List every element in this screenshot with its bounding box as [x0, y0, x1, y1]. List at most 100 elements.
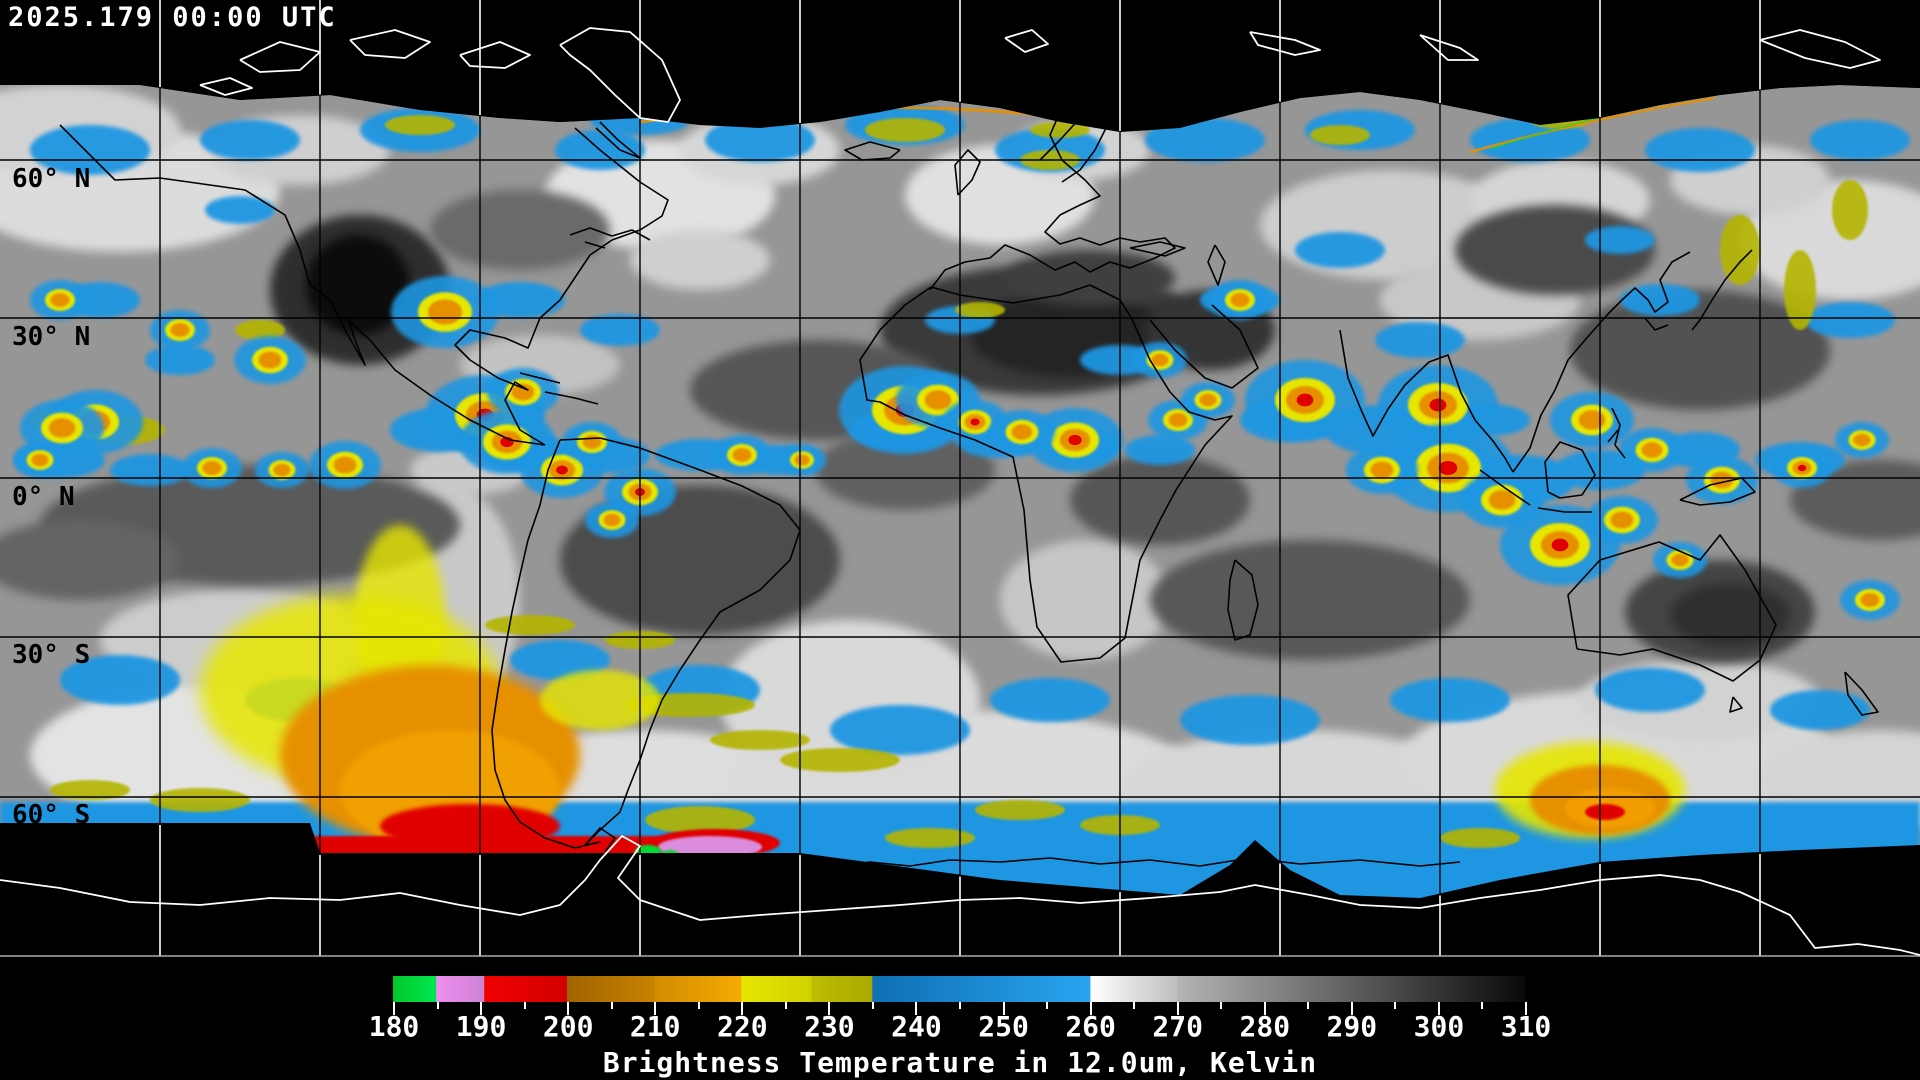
cloud-blue [110, 454, 190, 486]
cloud-blue [1805, 302, 1895, 338]
cloud-yellow-olive [385, 115, 455, 135]
map-shape [924, 390, 952, 410]
colorbar-minor-tick [1394, 1002, 1397, 1009]
map-shape [1853, 433, 1871, 447]
colorbar-tick-label: 270 [1152, 1010, 1203, 1043]
coastline [1039, 99, 1111, 183]
coastline-polar [199, 29, 531, 96]
map-shape [258, 351, 282, 369]
cloud-blue [1295, 232, 1385, 268]
colorbar-tick-label: 280 [1239, 1010, 1291, 1043]
map-shape [1199, 393, 1217, 407]
map-shape [170, 323, 190, 337]
colorbar-tick-label: 180 [368, 1010, 420, 1043]
colorbar [393, 976, 1527, 1002]
coastline [595, 121, 641, 159]
cloud-yellow-olive [1832, 180, 1868, 240]
coastline [569, 227, 651, 249]
land-gray-dark [1005, 250, 1175, 306]
map-shape [1585, 804, 1625, 820]
cloud-blue [1595, 668, 1705, 712]
map-shape [1151, 353, 1169, 367]
timestamp-label: 2025.179 00:00 UTC [8, 2, 337, 33]
colorbar-major-tick [1002, 1002, 1005, 1015]
map-shape [1578, 410, 1606, 430]
cloud-yellow-olive [150, 788, 250, 812]
coastline [844, 141, 981, 196]
cloud-blue [1585, 226, 1655, 254]
latitude-label: 30° N [12, 322, 90, 352]
cloud-blue [200, 120, 300, 160]
cloud-gray-light [630, 230, 770, 290]
map-shape [427, 299, 463, 325]
world-brightness-temperature-map: 60° N 30° N 0° N 30° S 60° S [0, 0, 1920, 957]
land-gray-dark [430, 190, 610, 270]
map-shape [1230, 293, 1250, 307]
colorbar-minor-tick [1133, 1002, 1136, 1009]
land-gray-dark [0, 520, 180, 600]
latitude-label: 30° S [12, 640, 90, 670]
land-gray-dark [306, 235, 410, 335]
colorbar-major-tick [1525, 1002, 1527, 1015]
land-gray-dark [1070, 455, 1250, 545]
colorbar-tick-label: 240 [891, 1010, 942, 1043]
cloud-blue [145, 345, 215, 375]
cloud-blue [1375, 322, 1465, 358]
cloud-yellow-olive [885, 828, 975, 848]
colorbar-major-tick [393, 1002, 395, 1015]
map-shape [732, 448, 752, 462]
map-shape [556, 465, 568, 475]
map-shape [273, 463, 291, 477]
coastline [1512, 251, 1691, 473]
cloud-blue [580, 314, 660, 346]
coastline [859, 284, 1233, 663]
cloud-blue [1770, 690, 1870, 730]
cloud-blue [705, 118, 815, 162]
coastlines-light [0, 27, 1920, 956]
colorbar-tick-label: 290 [1326, 1010, 1378, 1043]
colorbar-major-tick [567, 1002, 570, 1015]
colorbar-major-tick [1176, 1002, 1179, 1015]
cloud-blue [510, 640, 610, 680]
latitude-labels: 60° N 30° N 0° N 30° S 60° S [12, 164, 90, 830]
map-shape [1469, 96, 1716, 154]
map-shape [540, 670, 660, 730]
cloud-yellow-olive [1310, 125, 1370, 145]
colorbar-major-tick [741, 1002, 744, 1015]
colorbar-tick-label: 200 [542, 1010, 594, 1043]
coastline [929, 99, 1176, 291]
cloud-gray-light [1000, 540, 1170, 660]
colorbar-minor-tick [610, 1002, 613, 1009]
colorbar-tick-label: 250 [978, 1010, 1029, 1043]
colorbar-minor-tick [959, 1002, 961, 1009]
cloud-blue [1390, 678, 1510, 722]
cloud-blue [1620, 284, 1700, 316]
land-gray-dark [815, 430, 995, 510]
colorbar-tick-label: 260 [1065, 1010, 1116, 1043]
coastline [584, 827, 616, 853]
colorbar-tick-label: 310 [1500, 1010, 1552, 1043]
map-shape [333, 456, 357, 474]
cloud-yellow-olive [710, 730, 810, 750]
map-shape [658, 836, 762, 858]
coastline [1644, 249, 1753, 331]
coastline [454, 127, 669, 446]
coastline-polar [559, 27, 681, 123]
land-gray-dark [1570, 290, 1830, 410]
map-shape [380, 804, 560, 848]
map-shape [31, 453, 49, 467]
graticule [0, 0, 1920, 957]
land-gray-dark [1150, 540, 1470, 660]
latitude-label: 0° N [12, 482, 75, 512]
map-shape [970, 418, 980, 426]
coastline-polar [1759, 29, 1881, 69]
map-shape [603, 513, 621, 527]
coastline [1129, 241, 1226, 286]
map-shape [1068, 434, 1082, 446]
map-shape [1011, 424, 1033, 440]
map-shape [794, 454, 810, 466]
colorbar-minor-tick [436, 1002, 439, 1009]
cloud-blue [1645, 128, 1755, 172]
cloud-blue [1125, 435, 1195, 465]
